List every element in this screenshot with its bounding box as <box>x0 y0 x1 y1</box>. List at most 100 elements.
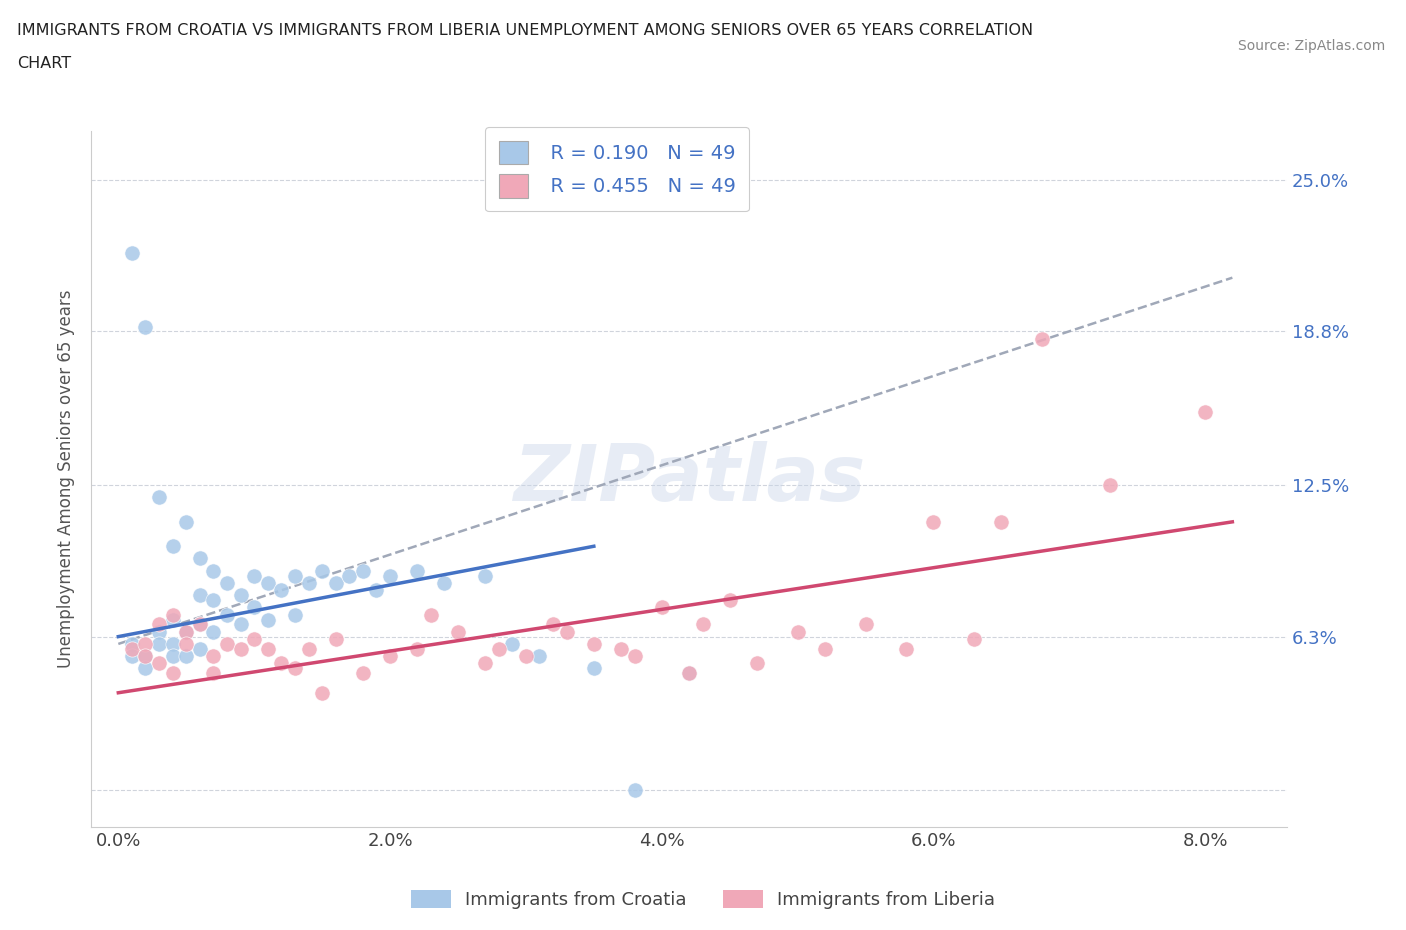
Point <box>121 636 143 651</box>
Point <box>352 564 374 578</box>
Point <box>215 607 238 622</box>
Point <box>148 624 170 639</box>
Point <box>270 656 292 671</box>
Point <box>555 624 578 639</box>
Point <box>582 636 605 651</box>
Point <box>718 592 741 607</box>
Text: ZIPatlas: ZIPatlas <box>513 441 865 517</box>
Point <box>284 568 307 583</box>
Point <box>651 600 673 615</box>
Point <box>162 607 184 622</box>
Point <box>229 617 252 631</box>
Point <box>188 551 211 566</box>
Point <box>270 583 292 598</box>
Point <box>202 666 225 681</box>
Point <box>1099 478 1122 493</box>
Point <box>529 649 551 664</box>
Point <box>855 617 877 631</box>
Point <box>692 617 714 631</box>
Point <box>922 514 945 529</box>
Point <box>474 656 496 671</box>
Point <box>243 568 266 583</box>
Point <box>202 649 225 664</box>
Point <box>623 783 645 798</box>
Point <box>229 642 252 657</box>
Point <box>202 624 225 639</box>
Point <box>678 666 700 681</box>
Point <box>610 642 633 657</box>
Point <box>311 685 333 700</box>
Point <box>202 592 225 607</box>
Point <box>515 649 537 664</box>
Point <box>188 588 211 603</box>
Point <box>134 319 156 334</box>
Point <box>284 607 307 622</box>
Point <box>148 617 170 631</box>
Point <box>188 617 211 631</box>
Point <box>1031 331 1053 346</box>
Point <box>162 649 184 664</box>
Point <box>243 631 266 646</box>
Legend:   R = 0.190   N = 49,   R = 0.455   N = 49: R = 0.190 N = 49, R = 0.455 N = 49 <box>485 127 749 211</box>
Point <box>406 642 429 657</box>
Legend: Immigrants from Croatia, Immigrants from Liberia: Immigrants from Croatia, Immigrants from… <box>404 883 1002 916</box>
Point <box>148 636 170 651</box>
Point <box>378 649 401 664</box>
Point <box>188 642 211 657</box>
Point <box>215 576 238 591</box>
Point <box>148 656 170 671</box>
Point <box>786 624 808 639</box>
Point <box>419 607 441 622</box>
Point <box>256 642 278 657</box>
Point <box>990 514 1012 529</box>
Point <box>896 642 918 657</box>
Point <box>501 636 523 651</box>
Point <box>433 576 456 591</box>
Point <box>366 583 388 598</box>
Point <box>121 642 143 657</box>
Point <box>121 649 143 664</box>
Point <box>378 568 401 583</box>
Point <box>447 624 470 639</box>
Point <box>215 636 238 651</box>
Point <box>325 576 347 591</box>
Point <box>134 649 156 664</box>
Point <box>202 564 225 578</box>
Point <box>162 612 184 627</box>
Point <box>174 636 197 651</box>
Point <box>256 612 278 627</box>
Point <box>188 617 211 631</box>
Point <box>256 576 278 591</box>
Point <box>284 661 307 676</box>
Point <box>474 568 496 583</box>
Point <box>243 600 266 615</box>
Point <box>582 661 605 676</box>
Point <box>229 588 252 603</box>
Text: Source: ZipAtlas.com: Source: ZipAtlas.com <box>1237 39 1385 53</box>
Point <box>623 649 645 664</box>
Point <box>406 564 429 578</box>
Point <box>541 617 564 631</box>
Point <box>162 666 184 681</box>
Point <box>297 576 319 591</box>
Point <box>352 666 374 681</box>
Point <box>814 642 837 657</box>
Point <box>174 514 197 529</box>
Point <box>325 631 347 646</box>
Point <box>162 636 184 651</box>
Point <box>134 636 156 651</box>
Point <box>162 538 184 553</box>
Point <box>134 661 156 676</box>
Text: IMMIGRANTS FROM CROATIA VS IMMIGRANTS FROM LIBERIA UNEMPLOYMENT AMONG SENIORS OV: IMMIGRANTS FROM CROATIA VS IMMIGRANTS FR… <box>17 23 1033 38</box>
Point <box>148 490 170 505</box>
Point <box>121 246 143 260</box>
Point <box>963 631 986 646</box>
Point <box>134 649 156 664</box>
Y-axis label: Unemployment Among Seniors over 65 years: Unemployment Among Seniors over 65 years <box>58 290 75 669</box>
Point <box>745 656 768 671</box>
Point <box>174 649 197 664</box>
Point <box>488 642 510 657</box>
Point <box>337 568 360 583</box>
Text: CHART: CHART <box>17 56 70 71</box>
Point <box>174 624 197 639</box>
